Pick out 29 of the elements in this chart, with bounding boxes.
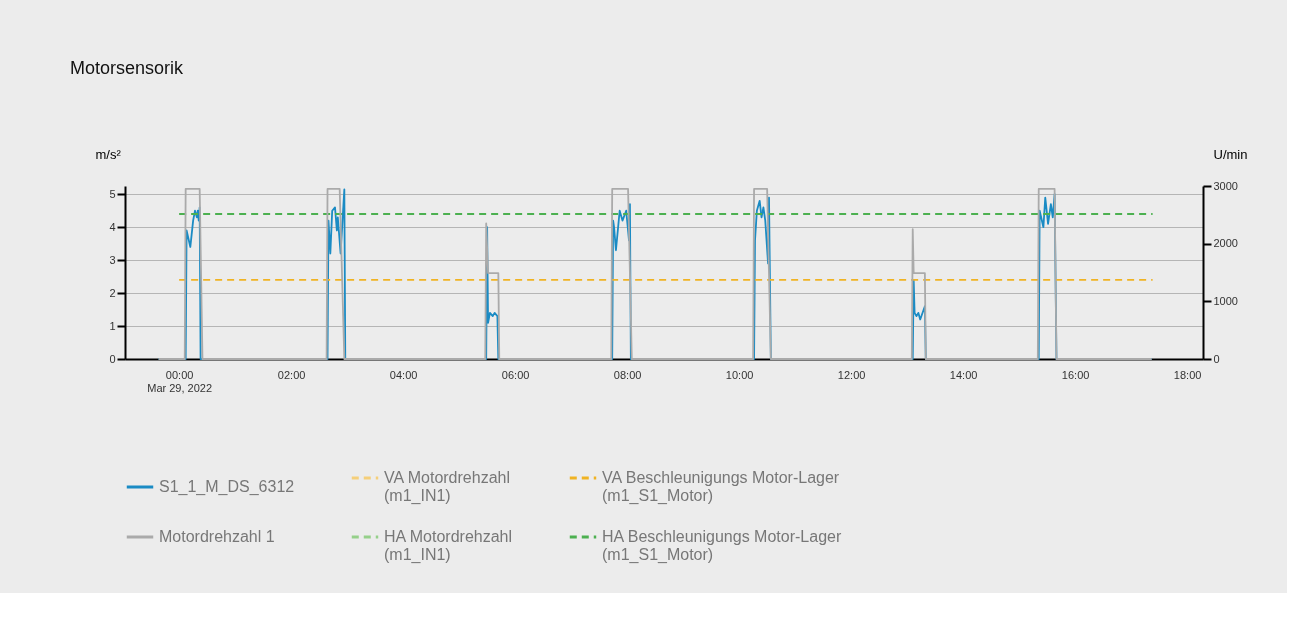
x-tick-label: 18:00: [1173, 368, 1202, 381]
x-tick-label: 06:00: [501, 368, 530, 381]
y2-tick-label: 1000: [1213, 294, 1238, 307]
x-tick-label: 04:00: [389, 368, 418, 381]
y2-tick-label: 3000: [1213, 179, 1238, 192]
x-tick-label: 00:00 Mar 29, 2022: [147, 368, 213, 394]
x-tick-label: 12:00: [837, 368, 866, 381]
x-tick-label: 02:00: [277, 368, 306, 381]
y-tick-label: 2: [109, 286, 116, 299]
legend-label: HA Motordrehzahl (m1_IN1): [384, 528, 513, 564]
y-tick-label: 4: [109, 220, 116, 233]
x-tick-label: 14:00: [949, 368, 978, 381]
chart-title: Motorsensorik: [70, 58, 185, 78]
x-tick-label: 16:00: [1061, 368, 1090, 381]
legend-label: VA Motordrehzahl (m1_IN1): [384, 469, 510, 505]
y2-tick-label: 2000: [1213, 237, 1238, 250]
y-tick-label: 0: [109, 352, 116, 365]
y2-axis-title: U/min: [1213, 146, 1248, 162]
legend-label: HA Beschleunigungs Motor-Lager (m1_S1_Motor): [602, 528, 842, 564]
y-tick-label: 3: [109, 253, 116, 266]
x-tick-label: 08:00: [613, 368, 642, 381]
legend-label: Motordrehzahl 1: [159, 528, 275, 545]
y-tick-label: 5: [109, 187, 116, 200]
legend-label: VA Beschleunigungs Motor-Lager (m1_S1_Motor): [602, 469, 840, 505]
y2-tick-label: 0: [1213, 352, 1220, 365]
y-tick-label: 1: [109, 319, 116, 332]
legend-label: S1_1_M_DS_6312: [159, 478, 295, 496]
x-tick-label: 10:00: [725, 368, 754, 381]
y-axis-title: m/s²: [95, 146, 122, 162]
